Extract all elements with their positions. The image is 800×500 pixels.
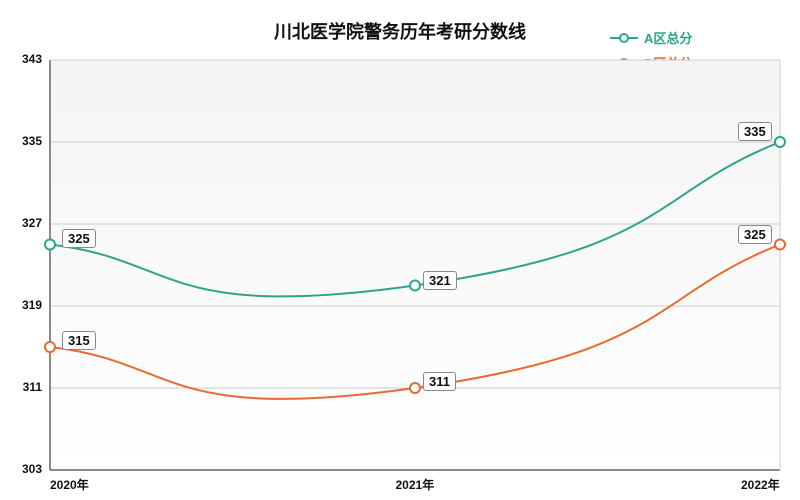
y-tick-label: 303 bbox=[0, 462, 42, 476]
series-marker bbox=[45, 342, 55, 352]
series-marker bbox=[410, 383, 420, 393]
data-label: 311 bbox=[423, 372, 456, 391]
series-marker bbox=[410, 281, 420, 291]
data-label: 325 bbox=[62, 229, 96, 248]
data-label: 325 bbox=[738, 225, 772, 244]
y-tick-label: 335 bbox=[0, 134, 42, 148]
series-marker bbox=[45, 240, 55, 250]
x-tick-label: 2022年 bbox=[741, 476, 780, 493]
x-tick-label: 2021年 bbox=[396, 476, 435, 493]
y-tick-label: 343 bbox=[0, 52, 42, 66]
x-tick-label: 2020年 bbox=[50, 476, 89, 493]
data-label: 315 bbox=[62, 331, 96, 350]
y-tick-label: 327 bbox=[0, 216, 42, 230]
series-marker bbox=[775, 240, 785, 250]
data-label: 335 bbox=[738, 122, 772, 141]
plot-svg bbox=[0, 0, 800, 500]
data-label: 321 bbox=[423, 271, 457, 290]
series-marker bbox=[775, 137, 785, 147]
y-tick-label: 311 bbox=[0, 380, 42, 394]
y-tick-label: 319 bbox=[0, 298, 42, 312]
chart-container: 川北医学院警务历年考研分数线 A区总分 B区总分 303311319327335… bbox=[0, 0, 800, 500]
